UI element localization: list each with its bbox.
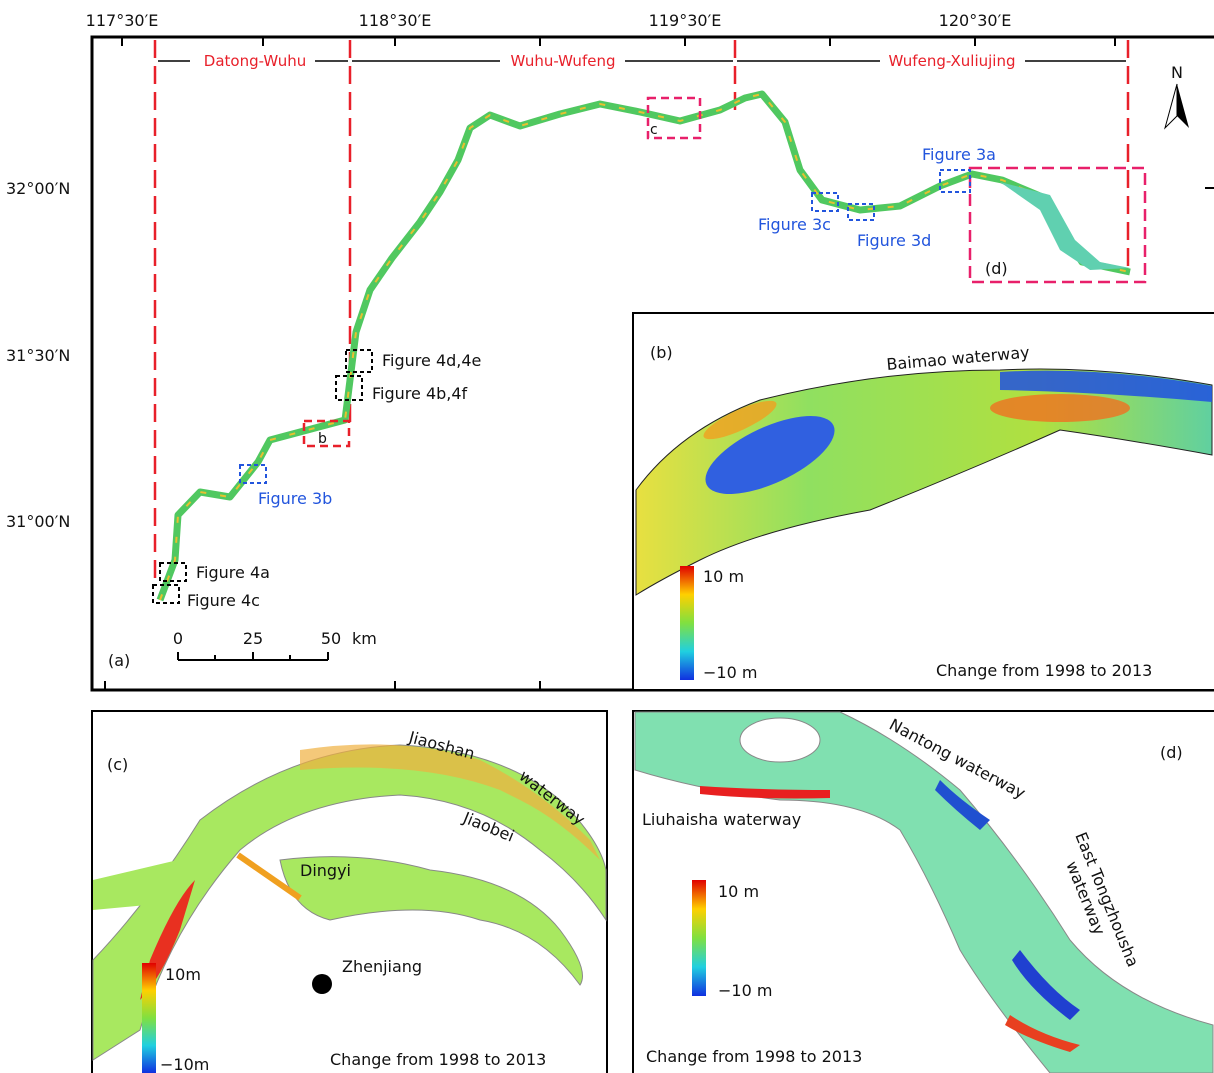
reach-label: Wufeng-Xuliujing (889, 52, 1016, 70)
panel-b: (b) Baimao waterway 10 m −10 m Change fr… (632, 312, 1214, 691)
box-label: (d) (985, 259, 1008, 278)
figure-label: Figure 3a (922, 145, 996, 164)
north-arrow (1164, 83, 1178, 130)
scale-label: 0 (173, 629, 183, 648)
colorbar-label: −10m (160, 1055, 209, 1073)
lon-label: 120°30′E (939, 11, 1012, 30)
panel-c: (c) Jiaoshan waterway Jiaobei Dingyi Zhe… (91, 710, 608, 1073)
colorbar-label: −10 m (718, 981, 772, 1000)
box-b (302, 419, 351, 448)
figure-label: Figure 4a (196, 563, 270, 582)
dam (236, 852, 302, 901)
colorbar (680, 566, 694, 680)
colorbar (142, 963, 156, 1073)
river-detail (159, 92, 1131, 601)
city-marker (312, 974, 332, 994)
panel-a: 117°30′E 118°30′E 119°30′E 120°30′E 32°0… (6, 11, 1214, 692)
deposition-patch (990, 394, 1130, 422)
deposition-patch (1005, 1015, 1080, 1052)
caption: Change from 1998 to 2013 (330, 1050, 546, 1069)
colorbar-label: −10 m (703, 663, 757, 682)
figure-label: Figure 4d,4e (382, 351, 481, 370)
lon-label: 118°30′E (359, 11, 432, 30)
north-arrow (1177, 84, 1189, 128)
scale-label: km (352, 629, 377, 648)
erosion-patch (705, 416, 835, 494)
box-label: c (650, 122, 658, 138)
river-band (92, 744, 607, 1061)
erosion-patch (1012, 950, 1080, 1020)
figure-label: Figure 3c (758, 215, 831, 234)
scale-label: 25 (243, 629, 263, 648)
panel-label: (b) (650, 343, 673, 362)
place-label: Liuhaisha waterway (642, 810, 801, 829)
lat-label: 31°00′N (6, 512, 70, 531)
deposition-patch (703, 400, 777, 440)
colorbar-label: 10 m (703, 567, 744, 586)
reach-label: Datong-Wuhu (204, 52, 306, 70)
panel-label: (c) (107, 755, 128, 774)
erosion-patch (1000, 370, 1212, 402)
scale-label: 50 (321, 629, 341, 648)
island (739, 717, 821, 763)
scale-bar (177, 652, 329, 661)
colorbar-label: 10 m (718, 882, 759, 901)
lat-label: 31°30′N (6, 346, 70, 365)
deposition-patch (700, 786, 830, 799)
colorbar-label: 10m (165, 965, 201, 984)
panel-d: (d) Nantong waterway Liuhaisha waterway … (632, 710, 1214, 1073)
figure-boxes (152, 169, 971, 604)
panel-label: (a) (108, 651, 130, 670)
reach-label: Wuhu-Wufeng (511, 52, 616, 70)
north-label: N (1171, 63, 1183, 82)
figure-label: Figure 4b,4f (372, 384, 468, 403)
caption: Change from 1998 to 2013 (646, 1047, 862, 1066)
caption: Change from 1998 to 2013 (936, 661, 1152, 680)
figure-label: Figure 4c (187, 591, 260, 610)
erosion-patch (935, 780, 990, 830)
box-c (646, 96, 702, 140)
box-label: b (318, 431, 327, 447)
panel-label: (d) (1160, 743, 1183, 762)
place-label: Zhenjiang (342, 957, 422, 976)
figure-label: Figure 3d (857, 231, 931, 250)
lon-label: 119°30′E (649, 11, 722, 30)
figure-label: Figure 3b (258, 489, 332, 508)
place-label: Dingyi (300, 861, 351, 880)
lon-label: 117°30′E (86, 11, 159, 30)
deposition-patch (300, 744, 600, 860)
river-band (279, 856, 583, 986)
colorbar (692, 880, 706, 996)
estuary (1000, 182, 1130, 270)
lat-label: 32°00′N (6, 179, 70, 198)
